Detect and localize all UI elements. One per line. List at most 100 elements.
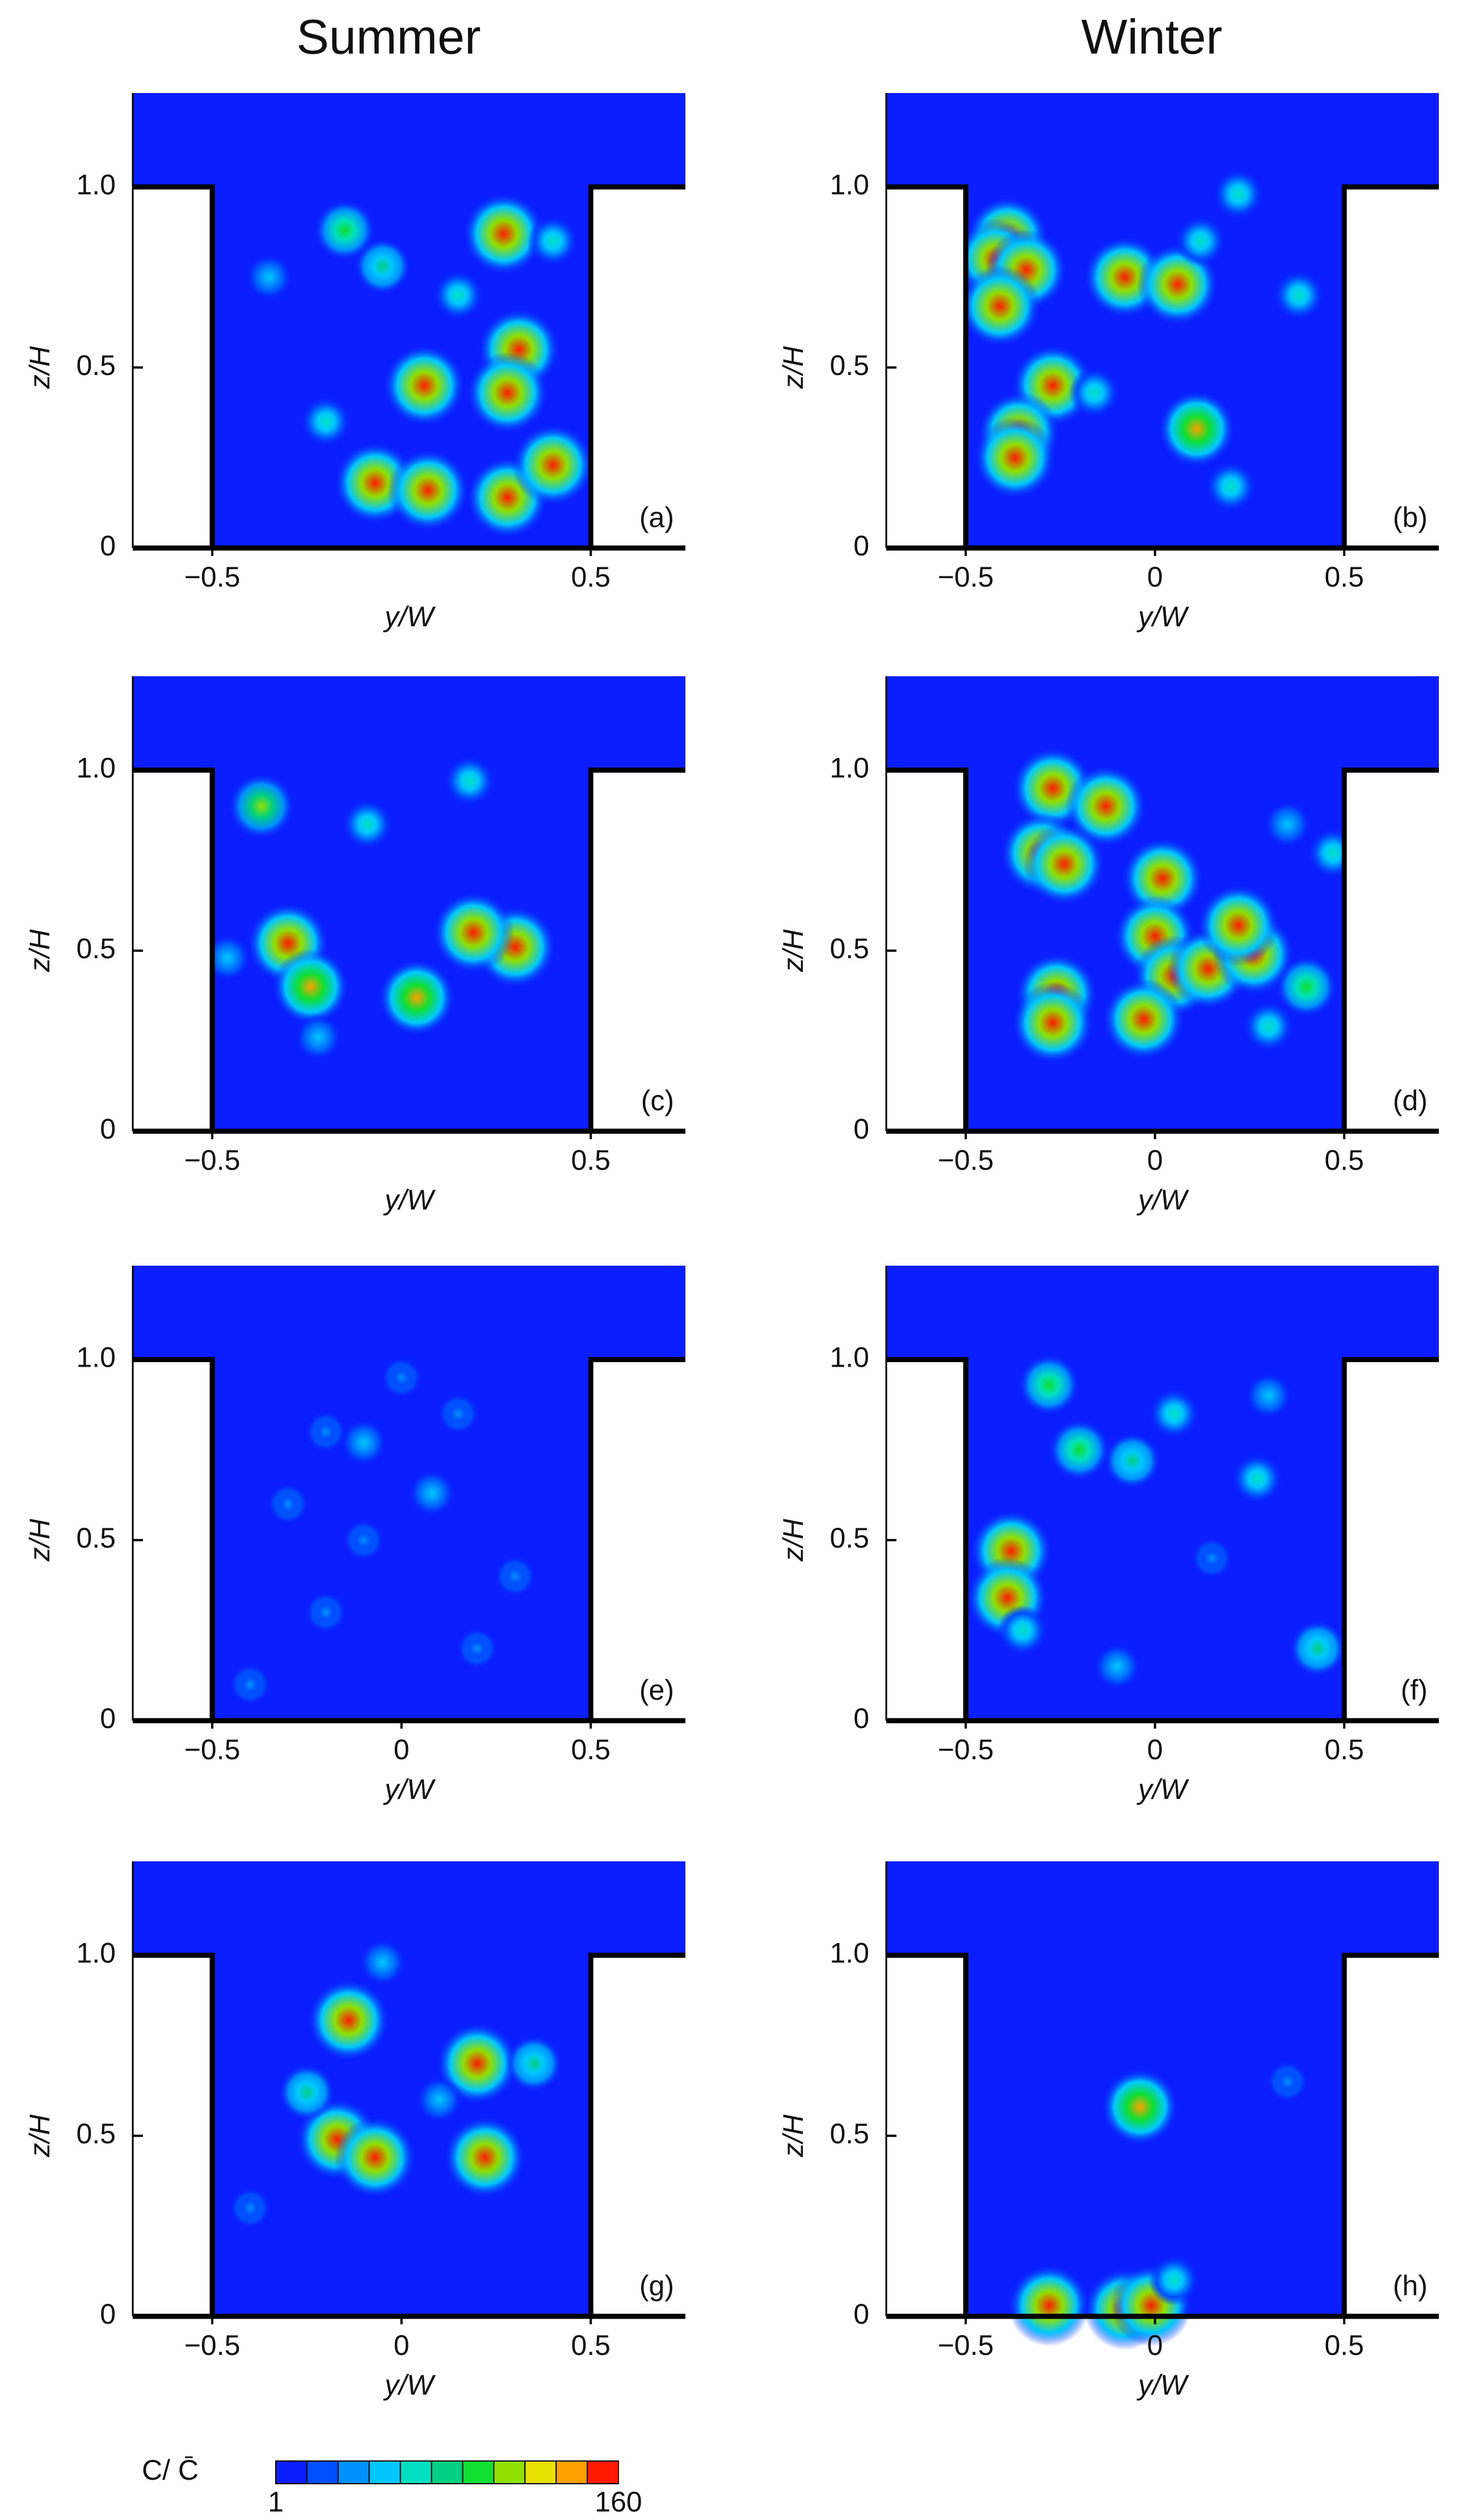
hotspot	[414, 2074, 465, 2126]
hotspot	[1286, 1617, 1349, 1680]
y-tick-label: 0.5	[830, 2118, 869, 2150]
y-axis-label: z/H	[777, 2114, 809, 2157]
x-tick-label: 0.5	[571, 561, 610, 593]
hotspot	[1007, 977, 1098, 1069]
hotspot	[1091, 1641, 1143, 1692]
hotspot	[1003, 2260, 1094, 2351]
y-axis-label: z/H	[24, 2114, 56, 2157]
y-tick-label: 1.0	[76, 752, 116, 784]
building	[1344, 1359, 1439, 1721]
hotspot	[1172, 212, 1229, 269]
hotspot	[303, 1409, 349, 1455]
hotspot	[524, 212, 582, 269]
hotspot	[1146, 1385, 1203, 1442]
hotspot	[1193, 880, 1284, 971]
building	[1344, 770, 1439, 1131]
hotspot	[435, 1390, 481, 1436]
y-tick-label: 0	[100, 1113, 116, 1145]
y-axis-label: z/H	[777, 929, 809, 972]
colorbar-tick-label: 1	[268, 2486, 284, 2518]
hotspot	[503, 2032, 566, 2095]
building	[886, 1359, 966, 1721]
x-tick-label: 0.5	[571, 1734, 610, 1765]
x-axis-label: y/W	[1136, 1184, 1190, 1216]
building	[591, 1359, 685, 1721]
hotspot	[374, 955, 460, 1040]
hotspot	[969, 412, 1060, 503]
x-tick-label: −0.5	[938, 2329, 994, 2361]
x-tick-label: −0.5	[184, 1734, 241, 1765]
x-tick-label: 0	[1147, 2329, 1163, 2361]
building-outline	[133, 1356, 215, 1721]
colorbar-swatch	[275, 2460, 308, 2484]
hotspot	[357, 1937, 409, 1988]
column-title: Winter	[1081, 10, 1222, 65]
hotspot	[492, 1553, 538, 1599]
colorbar-label: C/ C̄	[142, 2454, 199, 2486]
colorbar-swatch	[368, 2460, 401, 2484]
x-tick-label: −0.5	[184, 1144, 241, 1176]
building	[886, 770, 966, 1131]
colorbar-swatch	[431, 2460, 464, 2484]
hotspot	[1018, 818, 1110, 909]
y-tick-label: 1.0	[830, 1342, 869, 1373]
y-axis-label: z/H	[777, 1518, 809, 1562]
y-tick-label: 0	[100, 2298, 116, 2330]
y-tick-label: 1.0	[76, 1937, 116, 1969]
panel-label: (c)	[641, 1085, 674, 1116]
building	[133, 770, 213, 1131]
building-outline	[588, 184, 685, 548]
building	[886, 187, 966, 548]
y-axis-label: z/H	[24, 929, 56, 972]
y-tick-label: 1.0	[830, 752, 869, 784]
y-tick-label: 0.5	[76, 2118, 116, 2150]
y-tick-label: 0	[853, 530, 869, 562]
hotspot	[406, 1468, 458, 1519]
building-outline	[886, 184, 969, 548]
x-tick-label: −0.5	[184, 2329, 241, 2361]
hotspot	[303, 1590, 349, 1636]
hotspot	[439, 2112, 530, 2203]
x-tick-label: 0	[1147, 561, 1163, 593]
building-outline	[588, 1952, 685, 2316]
hotspot	[265, 1481, 311, 1527]
hotspot	[507, 419, 599, 511]
hotspot	[1240, 998, 1297, 1055]
hotspot	[1154, 386, 1240, 471]
hotspot	[1045, 1415, 1114, 1484]
colorbar-swatch	[399, 2460, 432, 2484]
hotspot	[338, 1417, 389, 1468]
building-outline	[1341, 1952, 1439, 2316]
building	[133, 187, 213, 548]
hotspot	[378, 1355, 424, 1401]
hotspot	[1262, 798, 1313, 850]
building-outline	[133, 184, 215, 548]
y-tick-label: 1.0	[76, 1342, 116, 1373]
hotspot	[382, 445, 474, 536]
hotspot	[1272, 953, 1341, 1021]
x-tick-label: 0.5	[1324, 561, 1364, 593]
panel-label: (e)	[639, 1674, 674, 1706]
x-axis-label: y/W	[383, 2369, 436, 2401]
colorbar-swatch	[306, 2460, 339, 2484]
hotspot	[1265, 2059, 1311, 2105]
hotspot	[303, 1975, 394, 2066]
hotspot	[340, 1517, 386, 1563]
hotspot	[329, 2112, 420, 2203]
y-axis-label: z/H	[24, 1518, 56, 1562]
x-tick-label: 0	[394, 2329, 410, 2361]
colorbar-swatch	[337, 2460, 370, 2484]
hotspot	[1098, 974, 1189, 1065]
y-axis-label: z/H	[777, 345, 809, 389]
x-tick-label: −0.5	[184, 561, 241, 593]
hotspot	[243, 251, 295, 303]
x-tick-label: 0.5	[571, 2329, 610, 2361]
building-outline	[133, 767, 215, 1131]
x-tick-label: 0	[1147, 1144, 1163, 1176]
hotspot	[428, 887, 519, 978]
column-title: Summer	[297, 10, 481, 65]
panel-label: (f)	[1401, 1674, 1428, 1706]
hotspot	[1202, 458, 1260, 515]
hotspot	[227, 2185, 273, 2231]
